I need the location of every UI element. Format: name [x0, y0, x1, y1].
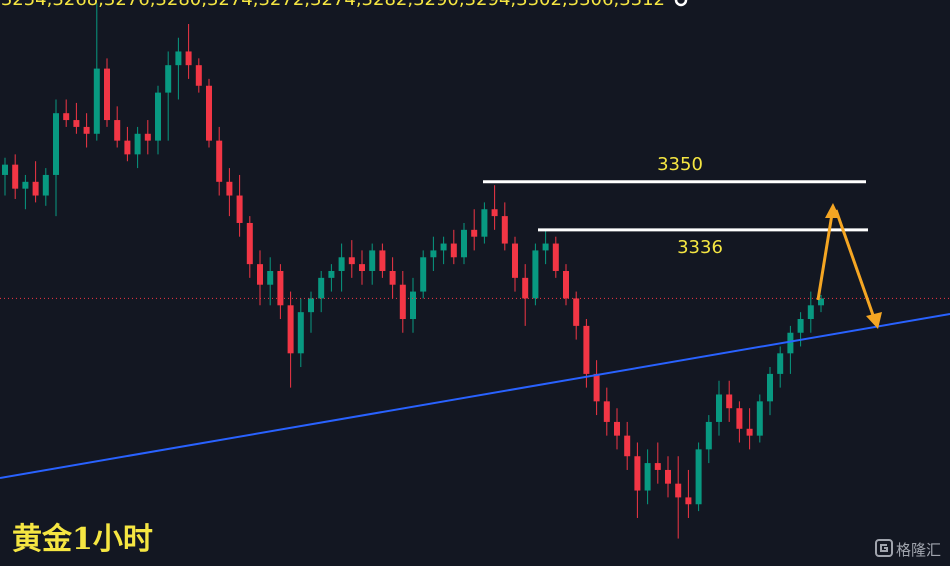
candle-body — [634, 456, 641, 491]
candle-body — [216, 140, 223, 182]
overlay: 3350 3336 3346,3345,3342,3344,3343,3340,33… — [0, 0, 950, 299]
candle-body — [297, 312, 304, 354]
candle-body — [328, 270, 335, 278]
candle-body — [369, 250, 376, 271]
candle-body — [491, 209, 498, 217]
candle-body — [430, 250, 437, 258]
candle-body — [481, 209, 488, 237]
candle-body — [726, 394, 733, 409]
candle-body — [573, 298, 580, 326]
candle-body — [165, 65, 172, 93]
candle-body — [134, 133, 141, 155]
candle-body — [767, 373, 773, 402]
candle-body — [777, 353, 784, 374]
candle-body — [246, 222, 253, 265]
candle-body — [83, 126, 90, 134]
candle-body — [338, 257, 345, 271]
candle-body — [318, 277, 325, 299]
candle-body — [144, 133, 151, 141]
candle-body — [277, 270, 284, 306]
candle-body — [787, 332, 794, 354]
candle-body — [410, 291, 416, 320]
candle-body — [114, 120, 121, 141]
candle-body — [53, 113, 59, 175]
candle-body — [501, 216, 508, 244]
candle-body — [32, 181, 39, 196]
candle-body — [379, 250, 386, 271]
arrow-head — [866, 312, 882, 329]
candle-body — [542, 243, 549, 251]
candle-body — [155, 92, 161, 141]
candle-body — [675, 483, 682, 498]
candles — [2, 3, 824, 539]
candle-body — [532, 250, 539, 299]
logo-mark — [880, 544, 888, 552]
candle-body — [461, 229, 467, 258]
candle-body — [818, 298, 824, 306]
candle-body — [267, 270, 274, 285]
candle-body — [420, 257, 427, 292]
candle-body — [716, 394, 722, 422]
level-label: 3350 — [657, 154, 703, 175]
watermark: 格隆汇 — [875, 539, 941, 559]
candle-body — [22, 181, 29, 189]
candle-body — [440, 243, 447, 251]
candle-body — [695, 449, 702, 505]
arrow-up — [816, 213, 834, 301]
candle-body — [226, 181, 233, 196]
candle-body — [236, 195, 243, 223]
candle-body — [12, 164, 19, 189]
candle-body — [593, 373, 600, 402]
candle-body — [603, 401, 610, 422]
candle-body — [644, 463, 651, 491]
forecast-arrows — [816, 203, 882, 329]
low-marker — [674, 0, 688, 7]
candle-body — [665, 469, 671, 484]
candle-body — [685, 497, 692, 505]
level-label: 3336 — [677, 237, 723, 258]
candle-body — [583, 325, 590, 374]
candle-body — [756, 401, 763, 436]
candle-body — [73, 120, 80, 127]
candle-body — [624, 435, 631, 457]
candle-body — [206, 85, 212, 141]
arrow-down — [834, 209, 876, 319]
candle-body — [308, 298, 314, 313]
candle-body — [399, 284, 406, 320]
candle-body — [705, 421, 712, 450]
chart-title: 黄金1小时 — [12, 522, 153, 557]
candle-body — [63, 113, 70, 121]
candle-body — [2, 164, 8, 175]
candle-body — [287, 305, 294, 354]
candle-body — [512, 243, 518, 278]
candle-body — [104, 68, 110, 121]
trend-line — [0, 313, 950, 479]
candle-body — [471, 229, 478, 237]
candle-body — [359, 264, 365, 271]
candle-body — [736, 408, 743, 429]
candle-body — [257, 264, 263, 285]
candle-body — [175, 51, 182, 66]
candle-body — [195, 65, 202, 86]
candle-body — [522, 277, 529, 299]
candle-body — [389, 270, 396, 285]
candle-body — [348, 257, 355, 265]
candle-body — [185, 51, 192, 66]
candle-body — [124, 140, 131, 155]
candle-body — [552, 243, 559, 271]
candle-body — [450, 243, 457, 258]
candle-body — [654, 463, 661, 470]
candle-body — [797, 319, 804, 333]
low-label: 3346,3345,3342,3344,3343,3340,3366,3364,… — [0, 0, 665, 10]
logo — [875, 539, 893, 557]
candle-body — [807, 305, 814, 320]
candle-body — [563, 270, 569, 299]
candle-body — [42, 174, 49, 196]
watermark-text: 格隆汇 — [896, 541, 941, 559]
candle-body — [746, 428, 753, 436]
candle-body — [93, 68, 100, 134]
candle-body — [614, 421, 620, 436]
